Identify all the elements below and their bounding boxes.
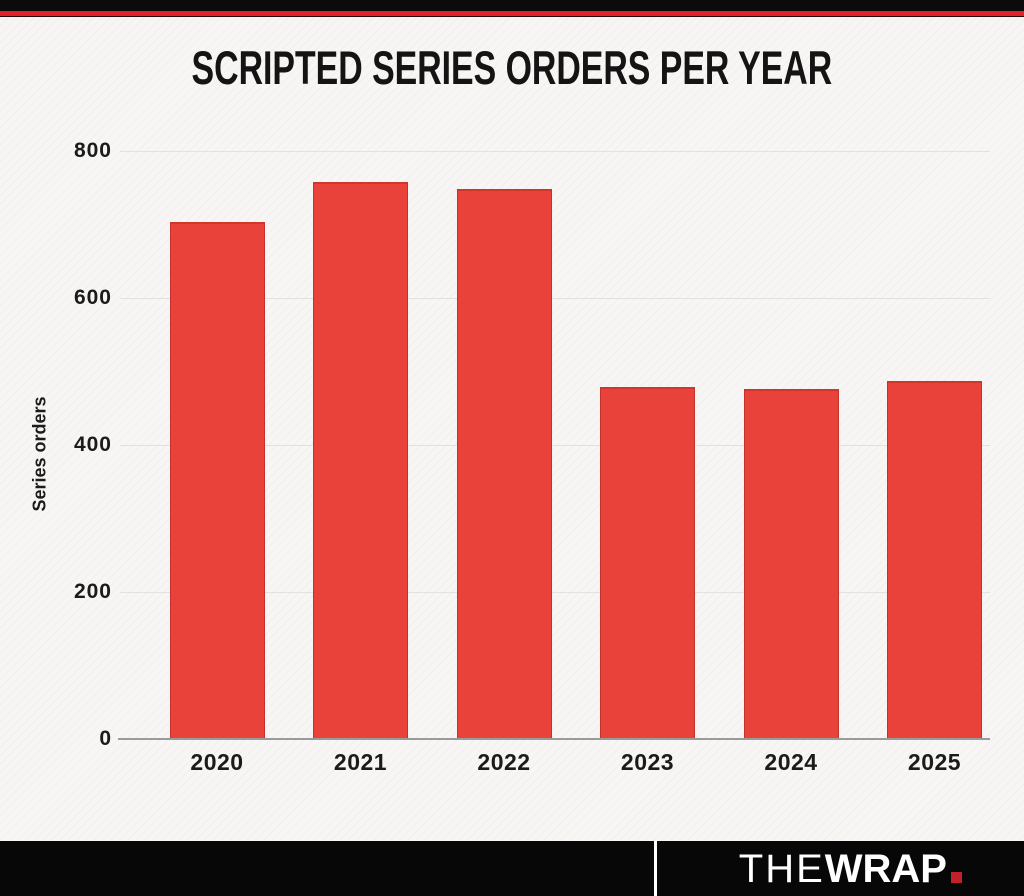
y-tick-label: 600 — [73, 286, 112, 309]
y-tick-label: 0 — [99, 727, 112, 750]
top-brand-bar — [0, 0, 1024, 11]
gridline — [120, 151, 990, 152]
bar-2021 — [313, 181, 408, 739]
bar-2023 — [600, 386, 695, 739]
x-tick-label: 2021 — [333, 749, 388, 775]
footer-divider — [654, 841, 657, 896]
chart-title-text: SCRIPTED SERIES ORDERS PER YEAR — [191, 41, 833, 94]
logo-the: THE — [738, 846, 825, 891]
bar-2020 — [169, 222, 265, 739]
bar-2022 — [456, 189, 552, 739]
logo-wrap: WRAP — [824, 846, 947, 891]
bar-2024 — [743, 389, 839, 739]
x-tick-label: 2023 — [620, 749, 675, 775]
top-brand-stripe — [0, 11, 1024, 17]
x-tick-label: 2020 — [190, 749, 244, 775]
gridline — [120, 298, 990, 299]
thewrap-logo: THE WRAP — [739, 841, 962, 896]
x-tick-label: 2025 — [907, 749, 962, 775]
y-tick-label: 200 — [73, 580, 112, 603]
gridline — [120, 445, 990, 446]
y-tick-label: 800 — [73, 139, 112, 162]
x-tick-label: 2022 — [477, 749, 531, 775]
y-axis-label: Series orders — [29, 396, 50, 512]
x-tick-label: 2024 — [764, 749, 818, 775]
chart-title: SCRIPTED SERIES ORDERS PER YEAR — [0, 40, 1024, 95]
x-axis-line — [118, 738, 990, 740]
footer-brand-bar: THE WRAP — [0, 841, 1024, 896]
gridline — [120, 592, 990, 593]
logo-dot-icon — [951, 872, 962, 883]
bar-2025 — [887, 381, 982, 739]
y-tick-label: 400 — [73, 433, 112, 456]
